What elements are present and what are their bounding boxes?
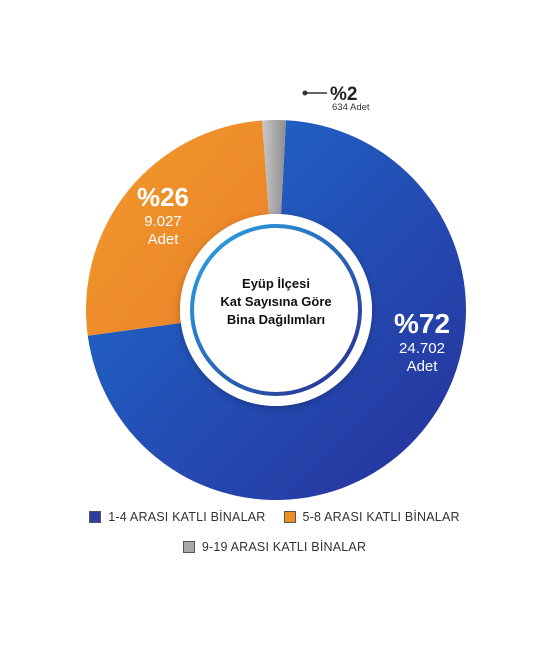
slice-1-4 (87, 120, 466, 501)
center-ring (190, 224, 362, 396)
legend-swatch-1-4 (89, 511, 102, 523)
slice-label-count-2: 634 (332, 102, 348, 113)
slice-5-8 (86, 120, 269, 336)
legend-item-9-19: 9-19 ARASI KATLI BİNALAR (182, 540, 367, 554)
slice-label-count-1: 9.027 (144, 213, 182, 230)
slice-9-19 (262, 120, 286, 215)
slice-label-percent-1: %26 (137, 182, 189, 212)
slice-label-count-0: 24.702 (399, 340, 445, 357)
center-title-line-3: Bina Dağılımları (227, 312, 325, 327)
slice-label-unit-2: Adet (350, 102, 370, 113)
legend-label-1-4: 1-4 ARASI KATLI BİNALAR (108, 510, 266, 524)
slice-label-percent-0: %72 (394, 308, 450, 339)
slices-group (86, 120, 466, 501)
legend-swatch-9-19 (182, 541, 195, 553)
svg-text:634 Adet: 634 Adet (332, 102, 370, 113)
callout-dot (302, 90, 308, 96)
center-disc (180, 214, 372, 406)
slice-label-unit-1: Adet (148, 231, 180, 248)
legend-swatch-5-8 (283, 511, 296, 523)
legend-label-9-19: 9-19 ARASI KATLI BİNALAR (201, 540, 367, 554)
slice-label-unit-0: Adet (407, 358, 439, 375)
center-title-line-1: Eyüp İlçesi (242, 276, 310, 291)
legend-item-1-4: 1-4 ARASI KATLI BİNALAR (89, 510, 265, 524)
legend-row-2: 9-19 ARASI KATLI BİNALAR (0, 540, 549, 554)
legend-row-1: 1-4 ARASI KATLI BİNALAR 5-8 ARASI KATLI … (0, 510, 549, 524)
legend-label-5-8: 5-8 ARASI KATLI BİNALAR (302, 510, 460, 524)
slice-label-percent-2: %2 (330, 84, 357, 105)
center-title-line-2: Kat Sayısına Göre (220, 294, 331, 309)
legend-item-5-8: 5-8 ARASI KATLI BİNALAR (283, 510, 460, 524)
